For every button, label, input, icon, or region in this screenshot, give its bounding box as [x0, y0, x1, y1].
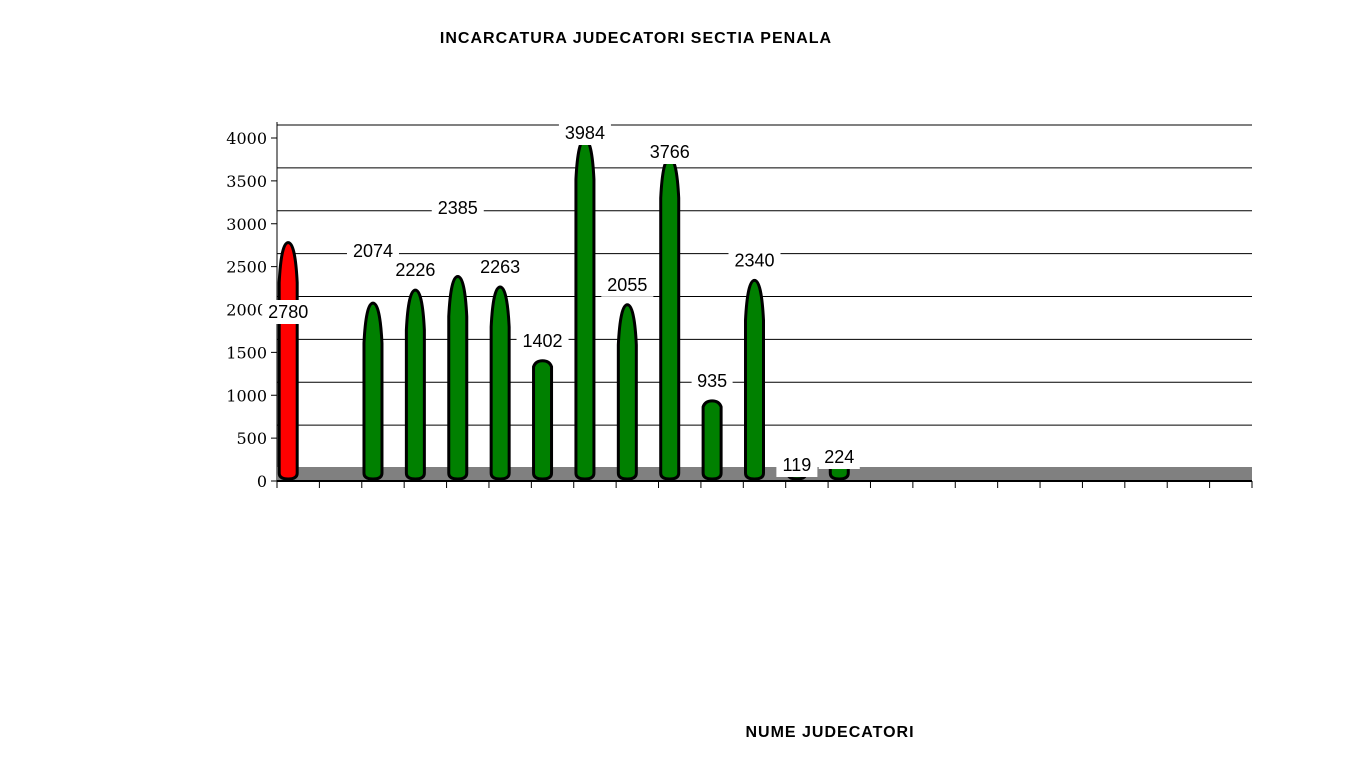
bar	[404, 288, 426, 481]
y-tick-label: 1000	[226, 386, 267, 405]
data-label-bg	[691, 368, 733, 393]
data-label: 2263	[480, 257, 520, 277]
x-axis-title: NUME JUDECATORI	[745, 724, 915, 741]
y-tick-label: 2000	[226, 301, 267, 320]
data-label-bg	[431, 196, 484, 220]
data-label-bg	[776, 453, 818, 477]
data-label: 2074	[353, 241, 393, 261]
bar	[447, 274, 469, 481]
bar	[616, 303, 638, 481]
bar	[574, 137, 596, 481]
data-label-bg	[601, 272, 654, 297]
bar	[532, 359, 554, 481]
bar	[362, 301, 384, 481]
data-label-bg	[389, 258, 442, 283]
data-label-bg	[818, 445, 860, 469]
y-tick-label: 0	[257, 472, 267, 491]
data-label: 3766	[650, 142, 690, 162]
chart-title: INCARCATURA JUDECATORI SECTIA PENALA	[439, 30, 833, 47]
y-tick-label: 4000	[226, 129, 267, 148]
bar	[659, 156, 681, 481]
data-label: 2055	[607, 275, 647, 295]
data-label: 2340	[734, 250, 774, 270]
data-label: 2226	[395, 260, 435, 280]
data-label-bg	[474, 254, 527, 279]
y-tick-label: 3500	[226, 172, 267, 191]
data-label: 224	[824, 447, 854, 467]
data-label: 935	[697, 371, 727, 391]
y-tick-label: 3000	[226, 215, 267, 234]
y-tick-label: 2500	[226, 258, 267, 277]
data-label: 2780	[268, 302, 308, 322]
data-label-bg	[516, 328, 569, 353]
data-label-bg	[262, 300, 315, 324]
bar	[277, 241, 299, 481]
data-label-bg	[728, 248, 781, 273]
data-label: 1402	[523, 331, 563, 351]
data-label-bg	[558, 121, 611, 145]
data-label-bg	[643, 140, 696, 164]
data-label: 119	[783, 455, 812, 475]
y-tick-label: 1500	[226, 343, 267, 362]
bar	[701, 399, 723, 481]
data-label: 3984	[565, 123, 605, 143]
bar	[744, 278, 765, 481]
bar	[489, 285, 511, 481]
y-tick-label: 500	[236, 429, 267, 448]
data-label: 2385	[438, 198, 478, 218]
